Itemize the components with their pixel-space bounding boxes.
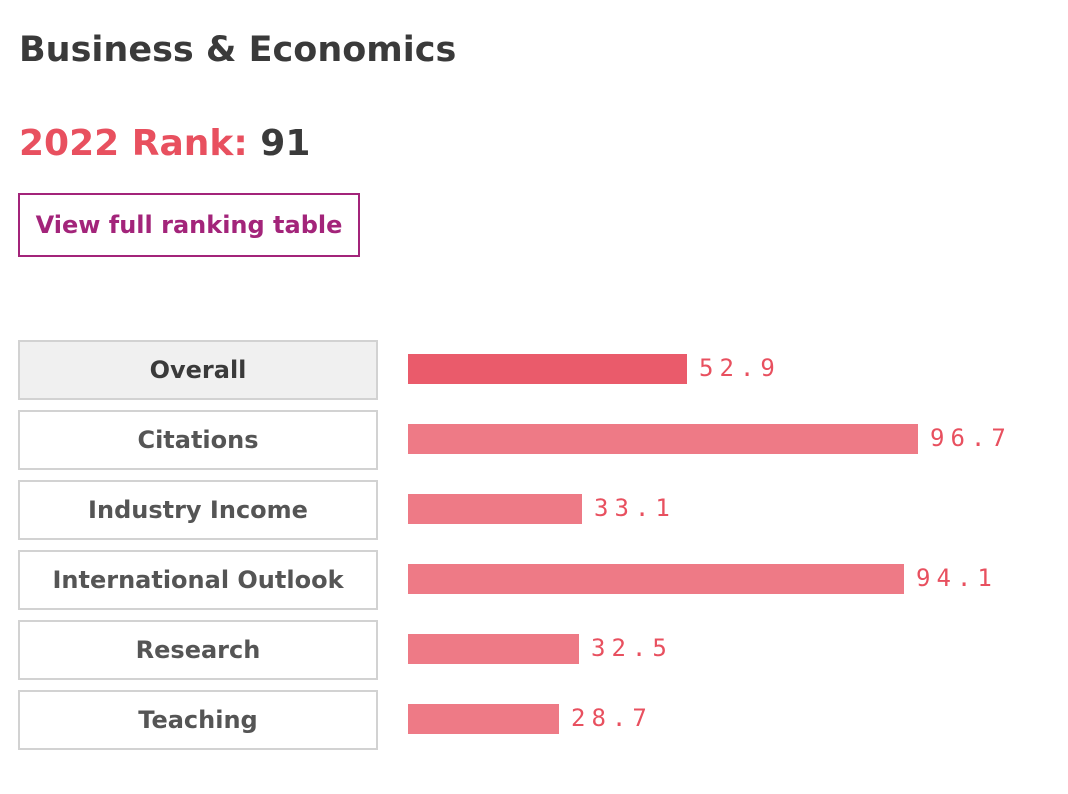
metric-tab-international-outlook[interactable]: International Outlook [18, 550, 378, 610]
bar-value-industry-income: 33.1 [594, 494, 676, 522]
bar-value-citations: 96.7 [930, 424, 1012, 452]
bar-value-overall: 52.9 [699, 354, 781, 382]
metric-tab-teaching[interactable]: Teaching [18, 690, 378, 750]
view-full-ranking-button[interactable]: View full ranking table [18, 193, 360, 257]
bar-value-international-outlook: 94.1 [916, 564, 998, 592]
bar-research [408, 634, 579, 664]
rank-label: 2022 Rank: [19, 123, 248, 164]
subject-title: Business & Economics [19, 30, 457, 70]
metric-tab-citations[interactable]: Citations [18, 410, 378, 470]
bar-value-teaching: 28.7 [571, 704, 653, 732]
bar-teaching [408, 704, 559, 734]
bar-citations [408, 424, 918, 454]
metric-tab-industry-income[interactable]: Industry Income [18, 480, 378, 540]
rank-line: 2022 Rank: 91 [19, 119, 310, 169]
bar-industry-income [408, 494, 582, 524]
rank-value: 91 [260, 123, 311, 164]
bar-value-research: 32.5 [591, 634, 673, 662]
bar-overall [408, 354, 687, 384]
metric-tab-overall[interactable]: Overall [18, 340, 378, 400]
metric-tab-research[interactable]: Research [18, 620, 378, 680]
bar-international-outlook [408, 564, 904, 594]
